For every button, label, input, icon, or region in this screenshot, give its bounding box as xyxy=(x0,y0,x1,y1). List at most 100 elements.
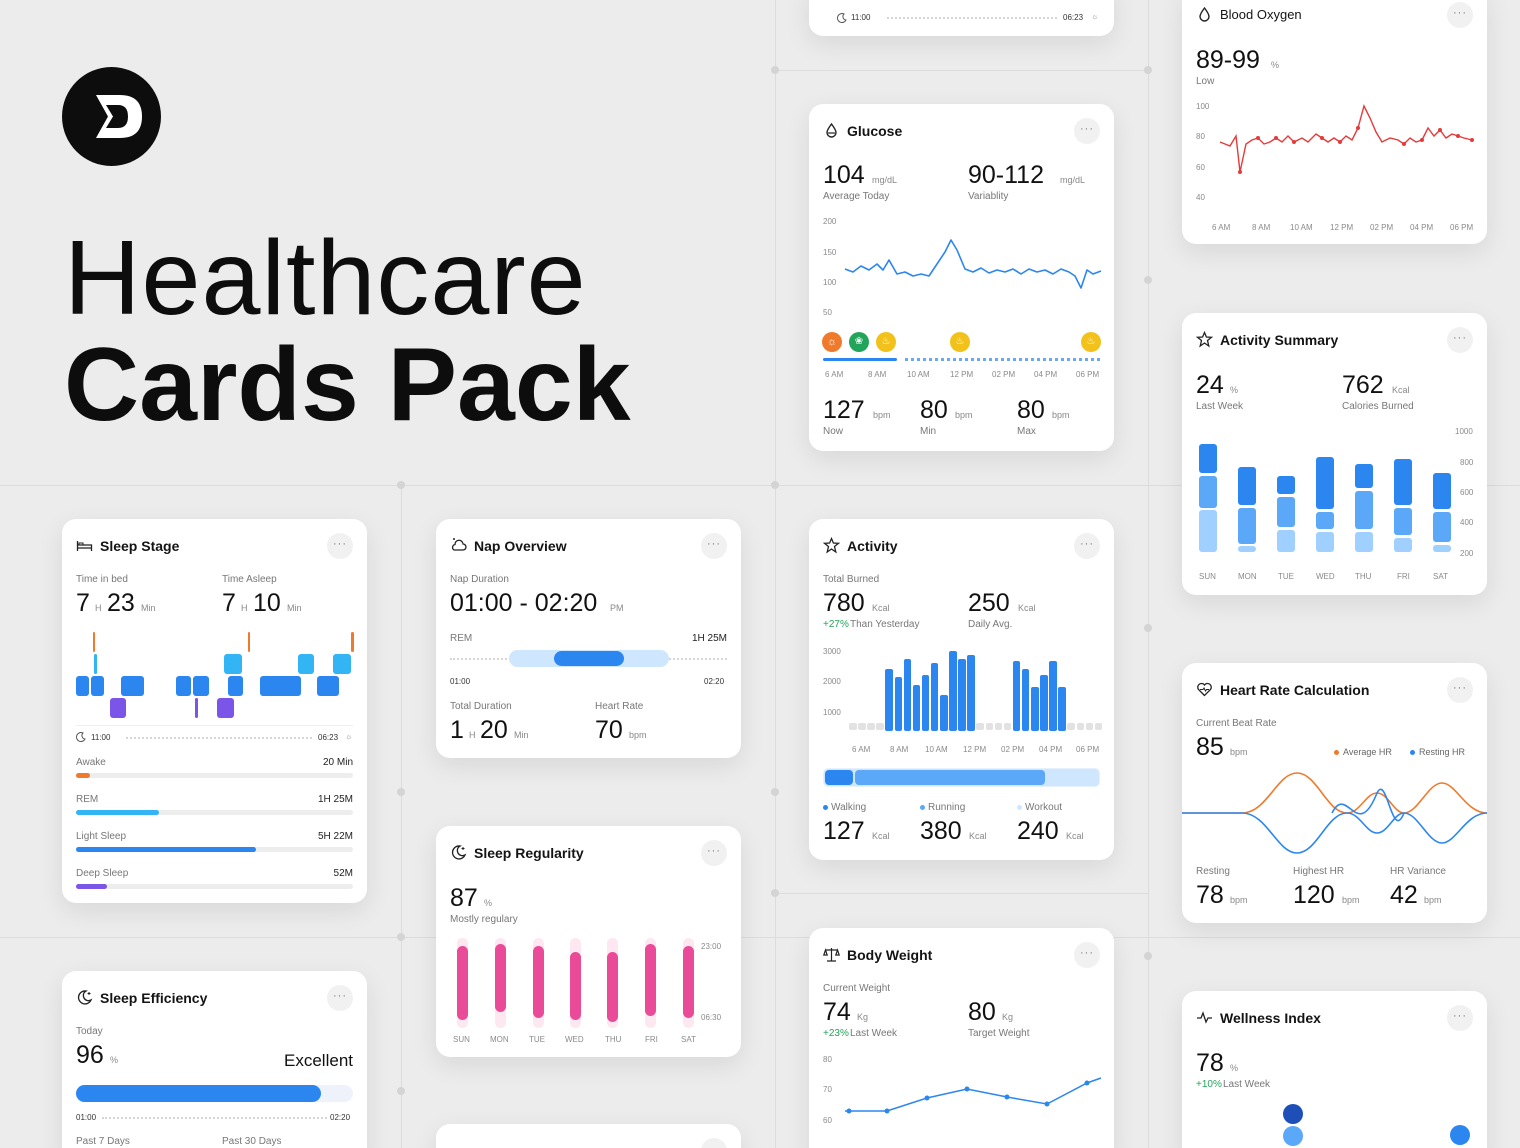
light-sleep-segment xyxy=(176,676,191,696)
person-star-icon xyxy=(1195,330,1214,348)
oxygen-unit: % xyxy=(1271,60,1280,70)
eff-end: 02:20 xyxy=(330,1113,351,1122)
day-label: SUN xyxy=(453,1035,470,1044)
stage-value: 20 Min xyxy=(322,757,353,768)
x-tick: 8 AM xyxy=(890,745,909,754)
wellness-change-label: Last Week xyxy=(1223,1079,1271,1090)
running-dot xyxy=(920,805,925,810)
more-button[interactable]: ··· xyxy=(701,533,727,559)
wellness-dot xyxy=(1450,1125,1470,1145)
drop-icon xyxy=(826,122,837,138)
more-button[interactable]: ··· xyxy=(1447,2,1473,28)
more-button[interactable]: ··· xyxy=(1447,1005,1473,1031)
daily-avg-unit: Kcal xyxy=(1018,603,1036,613)
stacked-bar xyxy=(1199,510,1217,552)
max-unit: bpm xyxy=(1052,410,1070,420)
stacked-bar xyxy=(1433,512,1451,542)
day-label: FRI xyxy=(645,1035,658,1044)
day-label: SAT xyxy=(681,1035,696,1044)
time-dots xyxy=(102,1117,327,1119)
activity-hour-bar xyxy=(1085,723,1094,730)
workout-unit: Kcal xyxy=(1066,831,1084,841)
y-tick: 150 xyxy=(823,248,837,257)
stage-fill xyxy=(76,810,159,815)
resting-label: Resting xyxy=(1196,866,1230,877)
stacked-bar xyxy=(1394,538,1412,552)
bed-icon xyxy=(76,541,93,551)
activity-summary-card: Activity Summary ··· 24 % Last Week 762 … xyxy=(1182,313,1487,595)
deep-sleep-segment xyxy=(217,698,234,718)
more-button[interactable]: ··· xyxy=(701,840,727,866)
more-button[interactable]: ··· xyxy=(1074,533,1100,559)
day-label: THU xyxy=(1355,572,1372,581)
last-week-unit: % xyxy=(1230,385,1239,395)
day-label: SUN xyxy=(1199,572,1216,581)
time-in-bed-label: Time in bed xyxy=(76,574,128,585)
activity-card: Activity ··· Total Burned 780 Kcal +27% … xyxy=(809,519,1114,860)
more-button[interactable]: ··· xyxy=(1447,677,1473,703)
card-title: Heart Rate Calculation xyxy=(1220,681,1370,698)
workout-label: Workout xyxy=(1025,802,1063,813)
activity-hour-bar xyxy=(1040,675,1048,731)
nap-overview-card: Nap Overview ··· Nap Duration 01:00 - 02… xyxy=(436,519,741,758)
y-tick: 70 xyxy=(823,1085,832,1094)
grid-dot xyxy=(1144,624,1152,632)
workout-value: 240 xyxy=(1017,817,1059,845)
y-tick: 06:30 xyxy=(701,1013,722,1022)
card-title: Blood Oxygen xyxy=(1220,7,1302,22)
stacked-bar xyxy=(1394,459,1412,505)
grid-dot xyxy=(397,788,405,796)
moon-sparkle-icon xyxy=(77,990,93,1005)
total-burned-unit: Kcal xyxy=(872,603,890,613)
change-label: Than Yesterday xyxy=(850,619,920,630)
daily-avg-value: 250 xyxy=(968,589,1010,617)
variability-label: Variablity xyxy=(968,191,1009,202)
activity-hour-bar xyxy=(1021,669,1030,731)
light-sleep-segment xyxy=(260,676,301,696)
y-tick: 60 xyxy=(1196,163,1205,172)
y-tick: 2000 xyxy=(823,677,841,686)
regularity-bar xyxy=(570,952,581,1020)
total-minutes: 20 xyxy=(480,716,508,744)
daily-avg-label: Daily Avg. xyxy=(968,619,1013,630)
more-button[interactable]: ··· xyxy=(327,985,353,1011)
sleep-end-time: 06:23 xyxy=(1063,13,1084,22)
grid-dot xyxy=(397,1087,405,1095)
more-button[interactable]: ··· xyxy=(327,533,353,559)
stage-label: Awake xyxy=(76,757,106,768)
variance-unit: bpm xyxy=(1424,895,1442,905)
y-tick: 40 xyxy=(1196,193,1205,202)
stacked-bar xyxy=(1277,530,1295,552)
grid-line xyxy=(0,485,1520,486)
grid-dot xyxy=(771,788,779,796)
time-asleep-hours: 7 xyxy=(222,589,236,617)
y-tick: 80 xyxy=(823,1055,832,1064)
more-button[interactable]: ··· xyxy=(1447,327,1473,353)
play-d-logo-icon xyxy=(96,95,142,138)
change-value: +27% xyxy=(823,619,849,630)
x-tick: 12 PM xyxy=(1330,223,1354,232)
meal-marker-icon: ♨ xyxy=(1081,332,1101,352)
highest-label: Highest HR xyxy=(1293,866,1345,877)
x-tick: 10 AM xyxy=(1290,223,1313,232)
running-label: Running xyxy=(928,802,966,813)
activity-hour-bar xyxy=(894,677,902,731)
last-week-value: 24 xyxy=(1196,371,1224,399)
minute-unit: Min xyxy=(287,603,302,613)
moon-icon xyxy=(837,13,847,24)
nap-start: 01:00 xyxy=(450,677,471,686)
activity-hour-bar xyxy=(940,695,948,731)
more-button[interactable]: ··· xyxy=(1074,942,1100,968)
hero-title-line1: Healthcare xyxy=(64,219,587,337)
activity-bar-chart xyxy=(849,647,1103,731)
activity-hour-bar xyxy=(930,663,939,731)
more-button[interactable]: ··· xyxy=(701,1138,727,1148)
x-tick: 06 PM xyxy=(1076,370,1100,379)
more-button[interactable]: ··· xyxy=(1074,118,1100,144)
nap-end: 02:20 xyxy=(704,677,725,686)
activity-hour-bar xyxy=(1058,687,1066,731)
running-segment xyxy=(855,770,1045,785)
sleep-partial-card: 11:00 06:23 ☼ xyxy=(809,0,1114,36)
light-sleep-segment xyxy=(91,676,104,696)
calories-unit: Kcal xyxy=(1392,385,1410,395)
